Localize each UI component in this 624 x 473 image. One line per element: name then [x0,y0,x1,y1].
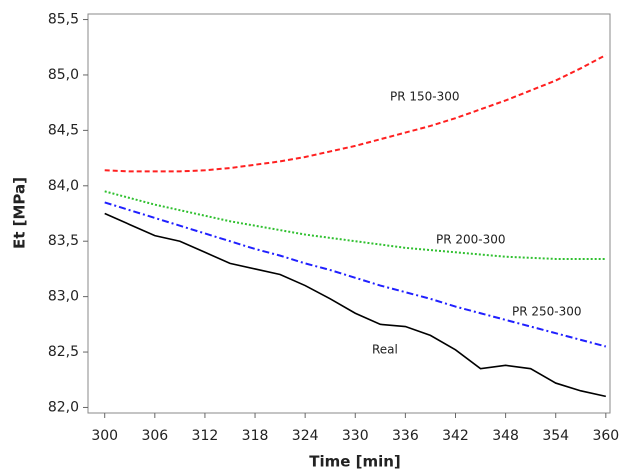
x-tick-label: 336 [392,428,419,444]
x-tick-label: 348 [492,428,519,444]
y-axis-label: Et [MPa] [11,177,29,249]
x-tick-label: 342 [442,428,469,444]
x-tick-label: 324 [292,428,319,444]
series-line [104,54,607,173]
x-tick-label: 306 [141,428,168,444]
series-annotation: PR 200-300 [436,233,506,247]
series-annotation: PR 150-300 [390,90,460,104]
series-annotation: Real [372,343,398,357]
x-tick-label: 318 [242,428,269,444]
x-tick-label: 330 [342,428,369,444]
series-line [104,212,606,398]
series-line [104,201,607,348]
x-tick-label: 312 [192,428,219,444]
x-axis-label: Time [min] [309,453,401,471]
x-tick-label: 300 [91,428,118,444]
y-tick-label: 83,0 [48,289,79,305]
y-tick-label: 82,0 [48,399,79,415]
y-tick-label: 83,5 [48,233,79,249]
series-annotation: PR 250-300 [512,305,582,319]
y-tick-label: 82,5 [48,344,79,360]
y-tick-label: 85,5 [48,12,79,28]
y-tick-label: 85,0 [48,67,79,83]
y-tick-label: 84,5 [48,122,79,138]
x-tick-label: 360 [592,428,619,444]
y-tick-label: 84,0 [48,178,79,194]
x-tick-label: 354 [542,428,569,444]
plot-frame [87,13,611,414]
